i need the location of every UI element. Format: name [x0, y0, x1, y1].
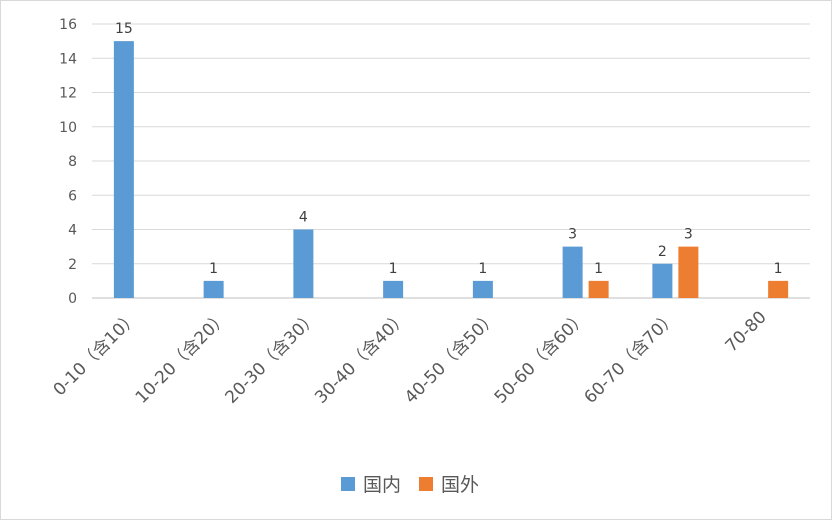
x-category-label: 50-60（含60） [491, 307, 591, 407]
y-axis-ticks: 0 2 4 6 8 10 12 14 16 [59, 17, 77, 307]
y-tick-label: 6 [68, 188, 77, 204]
x-category-label: 60-70（含70） [580, 307, 680, 407]
y-tick-label: 2 [68, 257, 77, 273]
data-label: 1 [389, 261, 398, 277]
data-label: 2 [658, 244, 667, 260]
legend-swatch [419, 477, 433, 491]
data-label: 1 [478, 261, 487, 277]
data-label: 3 [684, 227, 693, 243]
bar [588, 280, 609, 298]
y-tick-label: 10 [59, 120, 77, 136]
x-category-label: 40-50（含50） [401, 307, 501, 407]
bar [652, 263, 673, 298]
bar [768, 280, 789, 298]
legend-label: 国内 [363, 474, 401, 496]
x-axis-categories: 0-10（含10）10-20（含20）20-30（含30）30-40（含40）4… [50, 307, 771, 407]
legend: 国内 国外 [341, 474, 479, 496]
bar [383, 280, 404, 298]
data-label: 1 [594, 261, 603, 277]
y-tick-label: 16 [59, 17, 77, 33]
data-label: 1 [774, 261, 783, 277]
data-label: 15 [115, 21, 133, 37]
data-label: 3 [568, 227, 577, 243]
x-category-label: 10-20（含20） [132, 307, 232, 407]
bar [203, 280, 224, 298]
y-tick-label: 14 [59, 51, 77, 67]
y-tick-label: 8 [68, 154, 77, 170]
data-label: 4 [299, 210, 308, 226]
data-label: 1 [209, 261, 218, 277]
bar [472, 280, 493, 298]
bar [113, 41, 134, 298]
x-category-label: 20-30（含30） [221, 307, 321, 407]
bar [678, 246, 699, 298]
legend-swatch [341, 477, 355, 491]
gridlines [92, 23, 810, 299]
x-category-label: 30-40（含40） [311, 307, 411, 407]
legend-label: 国外 [441, 474, 479, 496]
y-tick-label: 12 [59, 86, 77, 102]
y-tick-label: 4 [68, 223, 77, 239]
x-category-label: 70-80 [722, 307, 771, 356]
bars [113, 41, 789, 298]
y-tick-label: 0 [68, 291, 77, 307]
data-labels: 15 1 4 1 1 3 1 2 3 1 [115, 21, 783, 277]
x-category-label: 0-10（含10） [50, 307, 143, 400]
bar [293, 229, 314, 298]
bar [562, 246, 583, 298]
